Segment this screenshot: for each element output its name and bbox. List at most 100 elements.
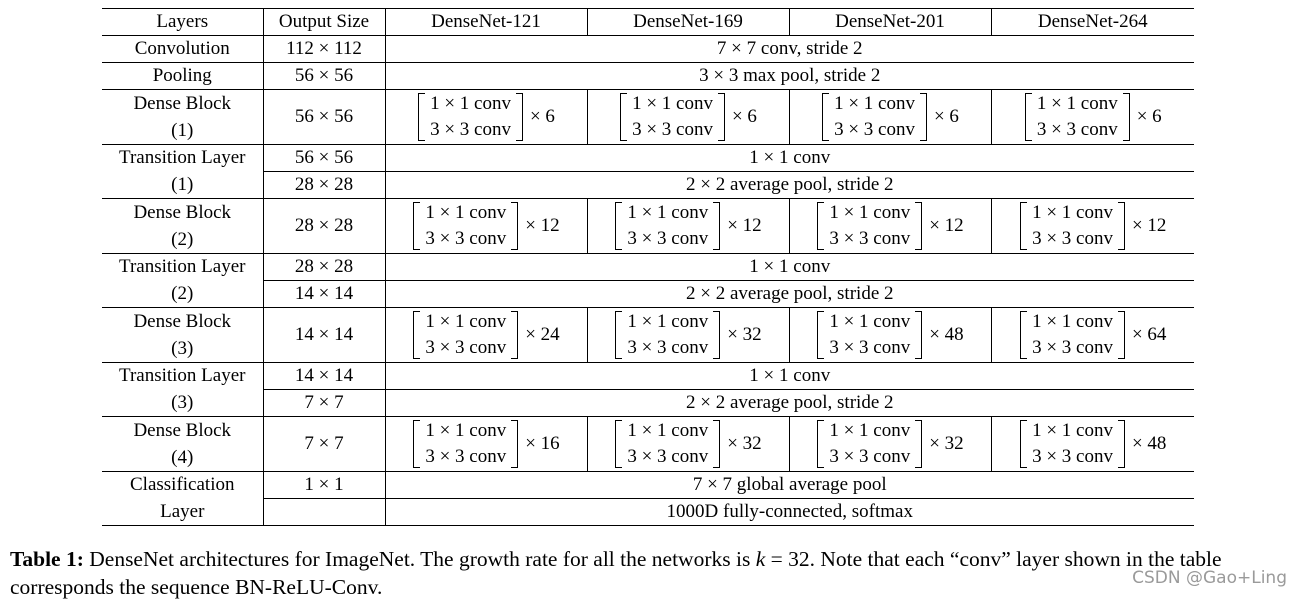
layer-name-line: Dense Block [133, 202, 232, 223]
matrix-line: 1 × 1 conv [627, 420, 709, 441]
matrix-line: 3 × 3 conv [829, 228, 911, 249]
matrix-line: 1 × 1 conv [425, 311, 507, 332]
layer-config: 1 × 1 conv [384, 362, 1194, 390]
block-cell: 1 × 1 conv 3 × 3 conv × 6 [990, 89, 1194, 145]
matrix-line: 3 × 3 conv [425, 228, 507, 249]
layer-index: (1) [102, 171, 264, 199]
repeat-count: × 12 [525, 215, 560, 236]
layer-index: (4) [171, 447, 194, 468]
layer-name: Dense Block (1) [102, 89, 264, 145]
layer-index: (3) [102, 389, 264, 417]
transition-row-conv: Transition Layer 14 × 14 1 × 1 conv [102, 362, 1194, 390]
matrix-line: 3 × 3 conv [425, 446, 507, 467]
transition-row-conv: Transition Layer 28 × 28 1 × 1 conv [102, 253, 1194, 281]
repeat-count: × 6 [529, 106, 555, 127]
layer-name-line: Layer [102, 498, 264, 526]
block-cell: 1 × 1 conv 3 × 3 conv × 12 [586, 198, 790, 254]
block-cell: 1 × 1 conv 3 × 3 conv × 48 [990, 416, 1194, 472]
transition-row-pool: (3) 7 × 7 2 × 2 average pool, stride 2 [102, 389, 1194, 417]
matrix-line: 1 × 1 conv [829, 202, 911, 223]
matrix-line: 1 × 1 conv [627, 311, 709, 332]
layer-config: 2 × 2 average pool, stride 2 [384, 280, 1194, 308]
matrix-line: 3 × 3 conv [627, 446, 709, 467]
layer-index: (2) [102, 280, 264, 308]
layer-name: Pooling [102, 62, 264, 90]
output-size: 14 × 14 [262, 307, 386, 363]
block-cell: 1 × 1 conv 3 × 3 conv × 6 [384, 89, 588, 145]
layer-name-line: Dense Block [133, 420, 232, 441]
layer-config: 7 × 7 global average pool [384, 471, 1194, 499]
matrix-line: 3 × 3 conv [627, 337, 709, 358]
dense-block-row: Dense Block (3) 14 × 14 1 × 1 conv 3 × 3 c… [102, 307, 1194, 363]
caption-text: DenseNet architectures for ImageNet. The… [83, 547, 756, 571]
layer-name: Transition Layer [102, 362, 264, 390]
layer-config: 7 × 7 conv, stride 2 [384, 35, 1194, 63]
repeat-count: × 6 [1136, 106, 1162, 127]
matrix-line: 1 × 1 conv [834, 93, 915, 114]
repeat-count: × 64 [1131, 324, 1167, 345]
layer-index: (1) [171, 120, 194, 141]
layer-name: Classification [102, 471, 264, 499]
layer-name-line: Dense Block [133, 311, 232, 332]
matrix-line: 3 × 3 conv [627, 228, 709, 249]
matrix-line: 1 × 1 conv [430, 93, 511, 114]
repeat-count: × 12 [727, 215, 762, 236]
layer-name: Convolution [102, 35, 264, 63]
matrix-line: 1 × 1 conv [1032, 420, 1113, 441]
transition-row-conv: Transition Layer 56 × 56 1 × 1 conv [102, 144, 1194, 172]
repeat-count: × 6 [933, 106, 959, 127]
layer-name: Transition Layer [102, 253, 264, 281]
transition-row-pool: (1) 28 × 28 2 × 2 average pool, stride 2 [102, 171, 1194, 199]
bracket-matrix: 1 × 1 conv 3 × 3 conv [1019, 200, 1126, 252]
block-cell: 1 × 1 conv 3 × 3 conv × 64 [990, 307, 1194, 363]
output-size: 1 × 1 [262, 471, 386, 499]
header-layers: Layers [102, 8, 264, 36]
header-row: Layers Output Size DenseNet-121 DenseNet… [102, 8, 1194, 36]
layer-config: 3 × 3 max pool, stride 2 [384, 62, 1194, 90]
output-size: 14 × 14 [262, 362, 386, 390]
header-densenet-169: DenseNet-169 [586, 8, 790, 36]
repeat-count: × 24 [525, 324, 560, 345]
layer-config: 2 × 2 average pool, stride 2 [384, 171, 1194, 199]
header-output-size: Output Size [262, 8, 386, 36]
matrix-line: 3 × 3 conv [829, 337, 911, 358]
pooling-row: Pooling 56 × 56 3 × 3 max pool, stride 2 [102, 62, 1194, 90]
header-densenet-264: DenseNet-264 [990, 8, 1194, 36]
classification-row-fc: Layer 1000D fully-connected, softmax [102, 498, 1194, 526]
block-cell: 1 × 1 conv 3 × 3 conv × 6 [586, 89, 790, 145]
dense-block-row: Dense Block (4) 7 × 7 1 × 1 conv 3 × 3 con… [102, 416, 1194, 472]
caption-variable: k [755, 547, 766, 571]
matrix-line: 3 × 3 conv [1032, 228, 1113, 249]
matrix-line: 1 × 1 conv [632, 93, 713, 114]
repeat-count: × 32 [727, 433, 762, 454]
block-cell: 1 × 1 conv 3 × 3 conv × 16 [384, 416, 588, 472]
bracket-matrix: 1 × 1 conv 3 × 3 conv [614, 309, 721, 361]
bracket-matrix: 1 × 1 conv 3 × 3 conv [614, 418, 721, 470]
matrix-line: 3 × 3 conv [1032, 337, 1113, 358]
output-size: 28 × 28 [262, 253, 386, 281]
bracket-matrix: 1 × 1 conv 3 × 3 conv [816, 418, 923, 470]
caption-label: Table 1: [10, 547, 84, 571]
bracket-matrix: 1 × 1 conv 3 × 3 conv [412, 200, 519, 252]
block-cell: 1 × 1 conv 3 × 3 conv × 32 [586, 307, 790, 363]
header-densenet-121: DenseNet-121 [384, 8, 588, 36]
repeat-count: × 6 [731, 106, 757, 127]
bracket-matrix: 1 × 1 conv 3 × 3 conv [1024, 91, 1131, 143]
matrix-line: 3 × 3 conv [1036, 119, 1118, 140]
block-cell: 1 × 1 conv 3 × 3 conv × 6 [788, 89, 992, 145]
layer-config: 1 × 1 conv [384, 144, 1194, 172]
caption-text-end: = 32. Note that each “conv” layer shown … [10, 547, 1222, 599]
matrix-line: 1 × 1 conv [1032, 202, 1113, 223]
matrix-line: 1 × 1 conv [425, 202, 507, 223]
dense-block-row: Dense Block (1) 56 × 56 1 × 1 conv 3 × 3 c… [102, 89, 1194, 145]
output-size: 28 × 28 [262, 171, 386, 199]
matrix-line: 1 × 1 conv [627, 202, 709, 223]
layer-index: (3) [171, 338, 194, 359]
repeat-count: × 48 [1131, 433, 1167, 454]
output-size: 56 × 56 [262, 89, 386, 145]
densenet-architecture-table: Layers Output Size DenseNet-121 DenseNet… [102, 8, 1194, 526]
bracket-matrix: 1 × 1 conv 3 × 3 conv [417, 91, 524, 143]
repeat-count: × 12 [929, 215, 964, 236]
matrix-line: 3 × 3 conv [425, 337, 507, 358]
watermark: CSDN @Gao+Ling [1132, 568, 1287, 588]
